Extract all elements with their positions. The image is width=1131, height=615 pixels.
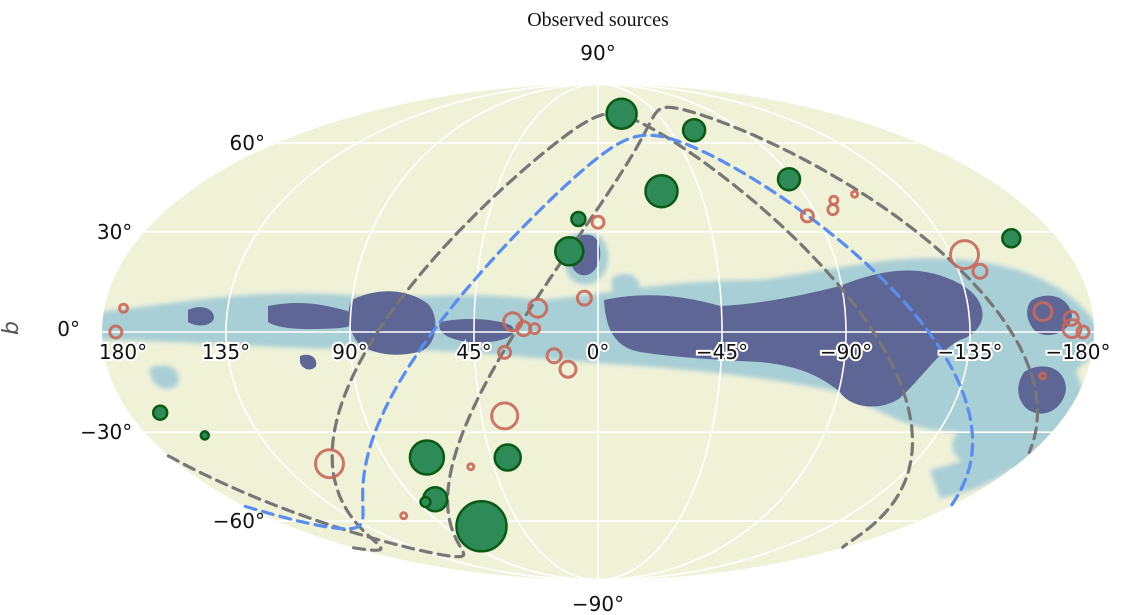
candidate-source-point (799, 208, 815, 224)
y-tick-label: −90° (572, 592, 624, 615)
candidate-source-point (1062, 309, 1080, 327)
meridian-90 (349, 83, 599, 581)
detected-source-point (199, 430, 211, 441)
x-tick-label: −135° (938, 340, 1003, 364)
candidate-source-point (1038, 371, 1048, 381)
candidate-source-point (1032, 301, 1054, 323)
y-tick-label: −30° (80, 420, 132, 444)
detected-source-point (493, 443, 522, 472)
candidate-source-point (497, 344, 513, 360)
candidate-source-point (949, 239, 980, 271)
meridian-45 (473, 83, 599, 581)
candidate-source-point (314, 448, 345, 480)
candidate-source-point (466, 462, 476, 472)
detected-source-point (644, 173, 679, 209)
candidate-source-point (399, 511, 409, 521)
meridian--90 (597, 83, 847, 581)
x-tick-label: 135° (202, 340, 250, 364)
detected-source-point (605, 97, 638, 130)
detected-source-point (776, 166, 802, 192)
candidate-source-point (1075, 324, 1091, 340)
dust-core (188, 234, 1072, 414)
x-tick-label: 180° (99, 340, 147, 364)
y-tick-label: 90° (580, 41, 615, 65)
data-points (108, 97, 1091, 553)
curve-3 (243, 133, 975, 531)
meridian--135 (597, 83, 971, 581)
tick-labels: 180° 135° 90° 45° 0° −45° −90° −135° −180° 90° 60°… (57, 41, 1112, 615)
detected-source-point (151, 404, 169, 421)
y-tick-label: −60° (213, 509, 265, 533)
candidate-source-point (558, 359, 578, 379)
x-tick-label: 45° (456, 340, 491, 364)
candidate-source-point (850, 189, 860, 199)
detected-source-point (570, 210, 587, 228)
y-axis-label: b (0, 321, 24, 335)
chart-title: Observed sources (527, 9, 669, 31)
y-tick-label: 30° (97, 220, 132, 244)
detected-source-point (408, 439, 446, 476)
detected-source-point (554, 236, 585, 267)
detected-source-point (1001, 228, 1022, 249)
candidate-source-point (108, 324, 124, 340)
candidate-source-point (527, 297, 549, 319)
detected-source-point (455, 500, 508, 553)
projection-curves (166, 105, 1040, 559)
y-tick-label: 60° (230, 131, 265, 155)
candidate-source-point (490, 401, 520, 431)
candidate-source-point (971, 262, 989, 280)
candidate-source-point (575, 289, 593, 307)
candidate-source-point (1061, 318, 1083, 340)
candidate-source-point (118, 302, 129, 314)
grid-lines (102, 83, 1094, 581)
curve-2 (330, 112, 915, 552)
detected-source-point (681, 117, 707, 143)
x-tick-label: −90° (820, 340, 872, 364)
candidate-source-point (590, 214, 606, 230)
meridian-135 (225, 83, 599, 581)
x-tick-label: 0° (587, 340, 610, 364)
x-tick-label: 90° (332, 340, 367, 364)
x-tick-label: −180° (1046, 340, 1111, 364)
candidate-source-point (545, 347, 563, 365)
candidate-source-point (828, 194, 840, 206)
detected-source-point (419, 495, 432, 509)
y-tick-label: 0° (57, 317, 80, 341)
curve-1 (166, 105, 1040, 559)
x-tick-label: −45° (696, 340, 748, 364)
candidate-source-point (528, 322, 542, 336)
